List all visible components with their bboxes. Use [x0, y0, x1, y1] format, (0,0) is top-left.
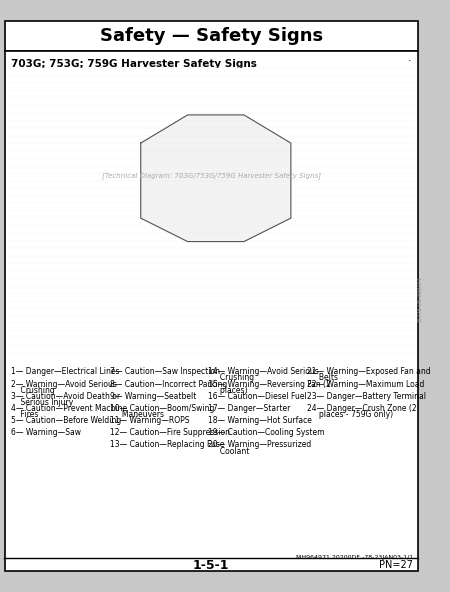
Text: 23— Danger—Battery Terminal: 23— Danger—Battery Terminal [307, 392, 426, 401]
Text: 15— Warning—Reversing Fan (2: 15— Warning—Reversing Fan (2 [208, 379, 331, 388]
Text: 14— Warning—Avoid Serious: 14— Warning—Avoid Serious [208, 367, 319, 377]
Text: 3— Caution—Avoid Death or: 3— Caution—Avoid Death or [11, 392, 121, 401]
Text: MH964971 20200DF -78-23JAN03-1/1: MH964971 20200DF -78-23JAN03-1/1 [296, 555, 413, 559]
Text: 11— Warning—ROPS: 11— Warning—ROPS [110, 416, 189, 425]
Text: 1— Danger—Electrical Lines: 1— Danger—Electrical Lines [11, 367, 120, 377]
Text: places - 759G only): places - 759G only) [307, 410, 393, 419]
Text: Fires: Fires [11, 410, 39, 419]
Text: 6— Warning—Saw: 6— Warning—Saw [11, 428, 81, 437]
Bar [8, 68, 415, 359]
Text: 1-5-1: 1-5-1 [193, 559, 230, 572]
Text: 7— Caution—Saw Inspection: 7— Caution—Saw Inspection [110, 367, 220, 377]
Text: 703G; 753G; 759G Harvester Safety Signs: 703G; 753G; 759G Harvester Safety Signs [11, 59, 257, 69]
Text: Maneuvers: Maneuvers [110, 410, 164, 419]
Text: 19— Caution—Cooling System: 19— Caution—Cooling System [208, 428, 325, 437]
Bar [4, 21, 418, 51]
Text: 22— Warning—Maximum Load: 22— Warning—Maximum Load [307, 379, 424, 388]
Text: 13— Caution—Replacing Fuse: 13— Caution—Replacing Fuse [110, 440, 224, 449]
Text: 17— Danger—Starter: 17— Danger—Starter [208, 404, 291, 413]
Text: 9— Warning—Seatbelt: 9— Warning—Seatbelt [110, 392, 196, 401]
Text: 5— Caution—Before Welding: 5— Caution—Before Welding [11, 416, 122, 425]
Text: 18— Warning—Hot Surface: 18— Warning—Hot Surface [208, 416, 312, 425]
Text: PN=27: PN=27 [379, 560, 413, 570]
Polygon shape [141, 115, 291, 242]
Text: Serious Injury: Serious Injury [11, 398, 73, 407]
Text: 16— Caution—Diesel Fuel: 16— Caution—Diesel Fuel [208, 392, 307, 401]
Text: [Technical Diagram: 703G/753G/759G Harvester Safety Signs]: [Technical Diagram: 703G/753G/759G Harve… [102, 172, 320, 179]
Text: 21— Warning—Exposed Fan and: 21— Warning—Exposed Fan and [307, 367, 431, 377]
Text: 12— Caution—Fire Suppression: 12— Caution—Fire Suppression [110, 428, 230, 437]
Text: Crushing: Crushing [11, 385, 55, 395]
Text: Belts: Belts [307, 374, 338, 382]
Text: Safety — Safety Signs: Safety — Safety Signs [99, 27, 323, 45]
Text: 8— Caution—Incorrect Parking: 8— Caution—Incorrect Parking [110, 379, 227, 388]
Text: 20— Warning—Pressurized: 20— Warning—Pressurized [208, 440, 311, 449]
Text: places): places) [208, 385, 248, 395]
Text: ·: · [407, 56, 411, 66]
Text: T5776-UN-99MAY4: T5776-UN-99MAY4 [418, 277, 423, 323]
Text: Crushing: Crushing [208, 374, 254, 382]
Text: 10— Caution—Boom/Swing: 10— Caution—Boom/Swing [110, 404, 214, 413]
Text: 4— Caution—Prevent Machine: 4— Caution—Prevent Machine [11, 404, 127, 413]
Text: Coolant: Coolant [208, 446, 250, 456]
Text: 2— Warning—Avoid Serious: 2— Warning—Avoid Serious [11, 379, 117, 388]
Text: 24— Danger—Crush Zone (2: 24— Danger—Crush Zone (2 [307, 404, 416, 413]
